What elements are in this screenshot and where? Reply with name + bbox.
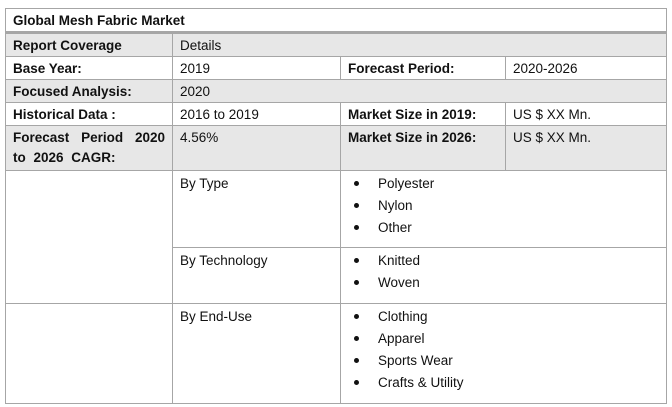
list-item: Nylon [348,195,659,217]
segment-label: By Type [172,170,341,248]
forecast-period-label: Forecast Period: [340,56,506,80]
header-details: Details [171,32,668,57]
base-year-value: 2019 [172,56,341,80]
market-size-2019-label: Market Size in 2019: [340,102,506,126]
empty-cell [5,303,173,404]
cagr-label: Forecast Period 2020 to 2026 CAGR: [5,125,173,171]
market-size-2026-value: US $ XX Mn. [504,125,668,171]
list-item: Apparel [348,328,659,350]
list-item: Knitted [348,250,659,272]
segment-items: Polyester Nylon Other [339,170,668,248]
list-item: Crafts & Utility [348,372,659,394]
list-item: Polyester [348,173,659,195]
forecast-period-value: 2020-2026 [504,56,668,80]
list-item: Other [348,217,659,239]
table-title: Global Mesh Fabric Market [4,8,668,34]
segment-items: Knitted Woven [339,247,668,304]
list-item: Woven [348,272,659,294]
list-item: Clothing [348,306,659,328]
market-size-2019-value: US $ XX Mn. [504,102,668,126]
historical-label: Historical Data : [5,102,173,126]
historical-value: 2016 to 2019 [172,102,341,126]
cagr-value: 4.56% [172,125,341,171]
list-item: Sports Wear [348,350,659,372]
focused-analysis-label: Focused Analysis: [5,79,173,103]
segment-label: By End-Use [172,303,341,404]
empty-cell [5,170,173,304]
base-year-label: Base Year: [5,56,173,80]
market-size-2026-label: Market Size in 2026: [340,125,506,171]
market-table: Global Mesh Fabric Market Report Coverag… [4,8,668,404]
segment-label: By Technology [172,247,341,304]
focused-analysis-value: 2020 [171,79,668,103]
segment-items: Clothing Apparel Sports Wear Crafts & Ut… [339,303,668,404]
header-report-coverage: Report Coverage [5,32,173,57]
